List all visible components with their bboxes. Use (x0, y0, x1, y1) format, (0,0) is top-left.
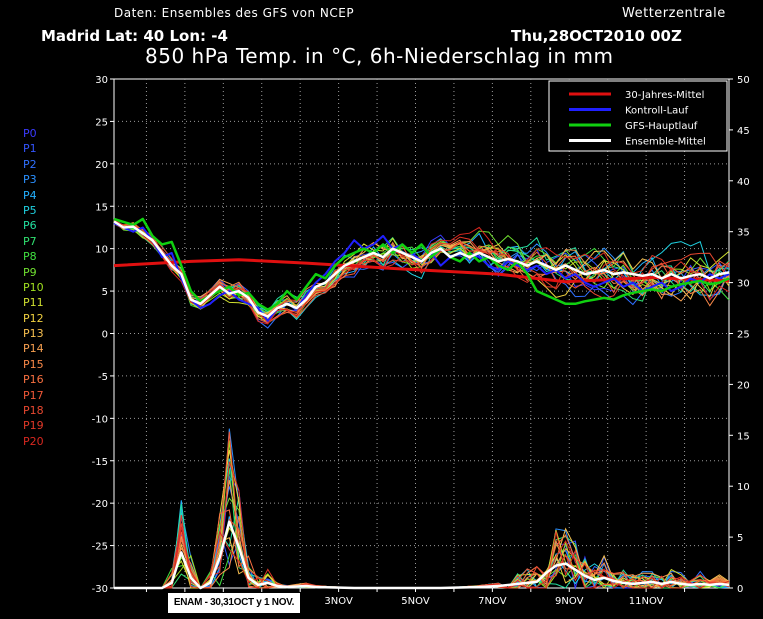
member-label: P12 (23, 311, 44, 325)
y-left-tick-label: 10 (95, 245, 108, 256)
member-label: P19 (23, 419, 44, 433)
member-label: P0 (23, 127, 37, 140)
y-left-tick-label: 20 (95, 160, 108, 171)
legend-label: Ensemble-Mittel (625, 137, 706, 148)
member-label: P20 (23, 434, 44, 448)
member-label: P16 (23, 373, 44, 387)
member-label: P17 (23, 388, 44, 402)
member-label: P5 (23, 203, 37, 217)
y-left-tick-label: 30 (95, 75, 108, 86)
data-source: Daten: Ensembles des GFS von NCEP (114, 6, 355, 20)
ensemble-member-list: P0 P1 P2 P3 P4 P5 P6 P7 P8 P9 P10 P11 P12 P13 P14 P15 P1… (23, 126, 44, 449)
y-right-tick-label: 50 (737, 75, 750, 86)
climatology-line (113, 258, 730, 284)
y-right-tick-label: 25 (737, 330, 750, 341)
y-right-tick-label: 30 (737, 279, 750, 290)
member-label: P3 (23, 173, 37, 187)
y-left-tick-label: -5 (98, 372, 108, 383)
y-right-tick-label: 15 (737, 431, 750, 442)
x-tick-label: 5NOV (401, 596, 430, 607)
member-label: P15 (23, 357, 44, 371)
y-left-tick-label: -30 (92, 584, 108, 595)
x-tick-label: 3NOV (324, 596, 353, 607)
y-left-tick-label: 15 (95, 202, 108, 213)
legend-label: Kontroll-Lauf (625, 106, 689, 117)
y-right-tick-label: 40 (737, 177, 750, 188)
y-left-tick-label: 0 (102, 330, 108, 341)
y-right-tick-label: 45 (737, 126, 750, 137)
ensemble-mean-temp-line (113, 220, 730, 318)
brand-name: Wetterzentrale (622, 6, 726, 21)
y-right-tick-label: 10 (737, 482, 750, 493)
member-label: P1 (23, 142, 37, 156)
ensemble-mean-precip-line (114, 520, 730, 590)
y-right-tick-label: 5 (737, 533, 743, 544)
member-label: P6 (23, 219, 37, 233)
axis-ticks: 302520151050-5-10-15-20-25-3050454035302… (92, 75, 750, 607)
y-left-tick-label: 5 (102, 287, 108, 298)
location-label: Madrid Lat: 40 Lon: -4 (41, 27, 228, 45)
run-date: Thu,28OCT2010 00Z (511, 27, 682, 45)
member-label: P18 (23, 404, 44, 418)
chart-title: 850 hPa Temp. in °C, 6h-Niederschlag in … (145, 44, 614, 68)
legend: 30-Jahres-Mittel Kontroll-Lauf GFS-Hauptla… (548, 80, 728, 152)
member-label: P8 (23, 250, 37, 264)
legend-label: 30-Jahres-Mittel (625, 90, 704, 101)
y-left-tick-label: -10 (92, 414, 108, 425)
y-right-tick-label: 35 (737, 228, 750, 239)
legend-label: GFS-Hauptlauf (625, 121, 698, 132)
y-left-tick-label: -25 (92, 542, 108, 553)
member-label: P11 (23, 296, 44, 310)
y-left-tick-label: -20 (92, 499, 108, 510)
x-tick-label: 7NOV (478, 596, 507, 607)
member-temp-line (113, 222, 730, 324)
y-left-tick-label: -15 (92, 457, 108, 468)
member-label: P13 (23, 327, 44, 341)
member-temp-line (113, 221, 730, 316)
annotation-label: ENAM - 30,31OCT y 1 NOV. (168, 593, 300, 613)
series-group (113, 217, 730, 590)
member-label: P7 (23, 234, 37, 248)
member-label: P9 (23, 265, 37, 279)
member-label: P10 (23, 280, 44, 294)
y-right-tick-label: 20 (737, 380, 750, 391)
member-label: P4 (23, 188, 37, 202)
x-tick-label: 11NOV (629, 596, 664, 607)
member-label: P14 (23, 342, 44, 356)
y-right-tick-label: 0 (737, 584, 743, 595)
x-tick-label: 9NOV (555, 596, 584, 607)
y-left-tick-label: 25 (95, 117, 108, 128)
member-label: P2 (23, 157, 37, 171)
